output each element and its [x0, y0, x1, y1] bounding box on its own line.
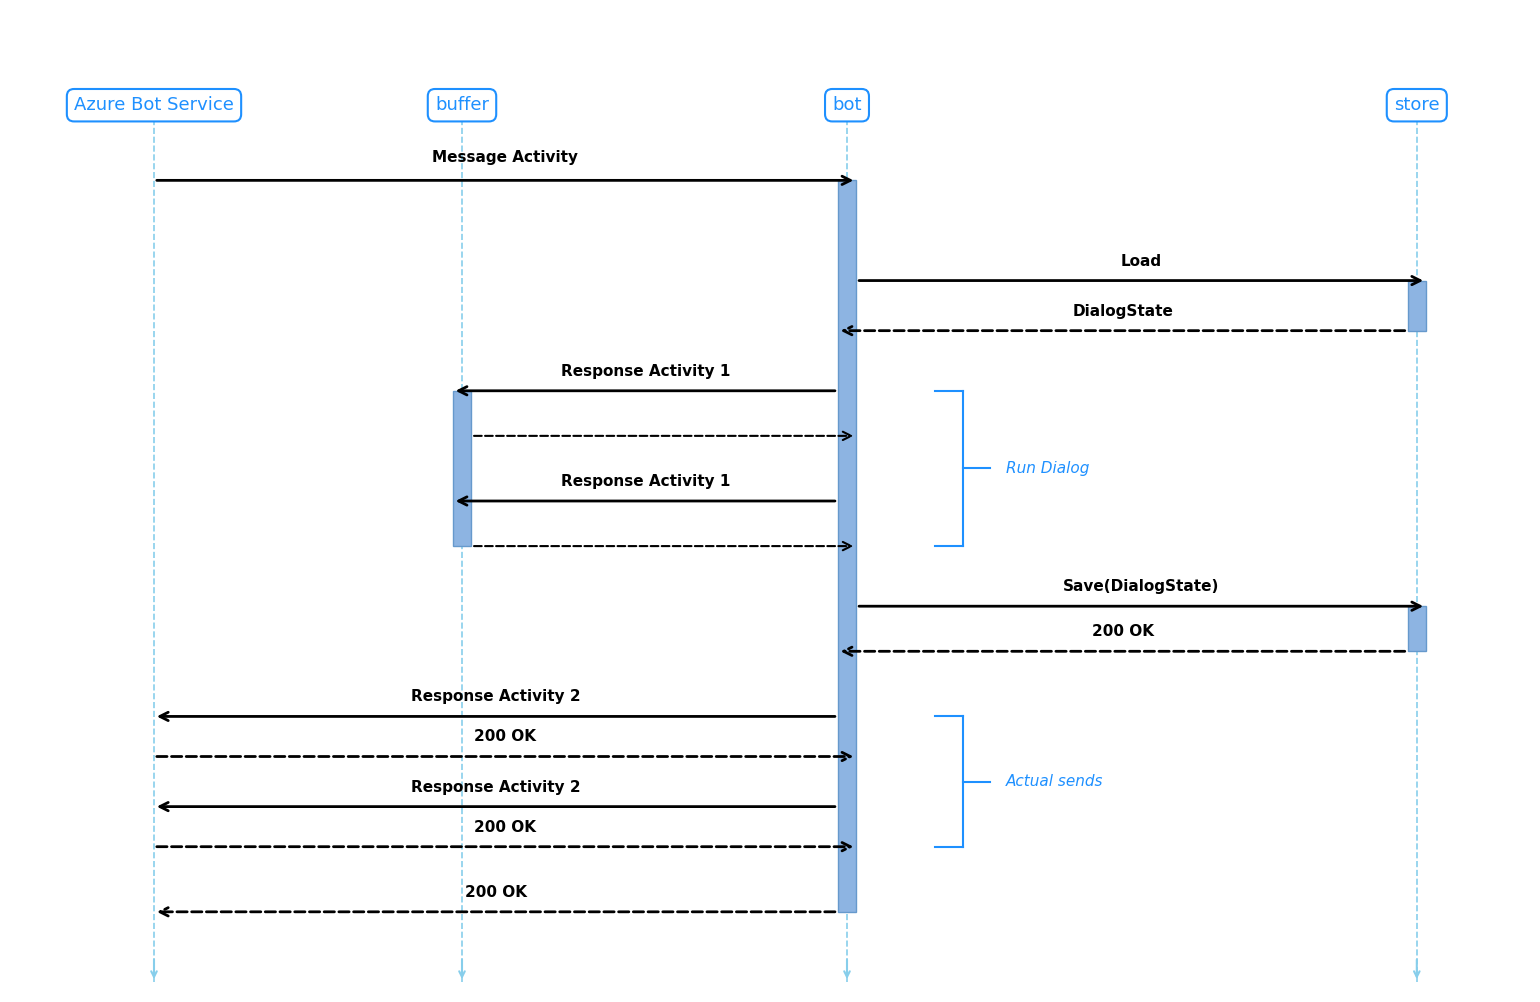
Text: Response Activity 1: Response Activity 1 — [561, 364, 730, 379]
Text: Response Activity 2: Response Activity 2 — [411, 780, 581, 795]
Text: buffer: buffer — [434, 96, 490, 114]
Text: Response Activity 1: Response Activity 1 — [561, 474, 730, 489]
Text: bot: bot — [832, 96, 862, 114]
Text: store: store — [1394, 96, 1440, 114]
FancyBboxPatch shape — [453, 391, 471, 546]
Text: 200 OK: 200 OK — [1092, 624, 1153, 639]
FancyBboxPatch shape — [838, 180, 856, 912]
Text: Run Dialog: Run Dialog — [1006, 461, 1089, 476]
FancyBboxPatch shape — [1408, 606, 1426, 651]
Text: Save(DialogState): Save(DialogState) — [1063, 579, 1220, 594]
Text: Message Activity: Message Activity — [433, 150, 578, 165]
Text: Actual sends: Actual sends — [1006, 775, 1103, 789]
Text: 200 OK: 200 OK — [474, 729, 536, 744]
Text: Azure Bot Service: Azure Bot Service — [74, 96, 234, 114]
FancyBboxPatch shape — [1408, 281, 1426, 331]
Text: Load: Load — [1121, 254, 1161, 269]
Text: Response Activity 2: Response Activity 2 — [411, 689, 581, 704]
Text: 200 OK: 200 OK — [474, 820, 536, 835]
Text: DialogState: DialogState — [1072, 304, 1173, 319]
Text: 200 OK: 200 OK — [465, 885, 527, 900]
